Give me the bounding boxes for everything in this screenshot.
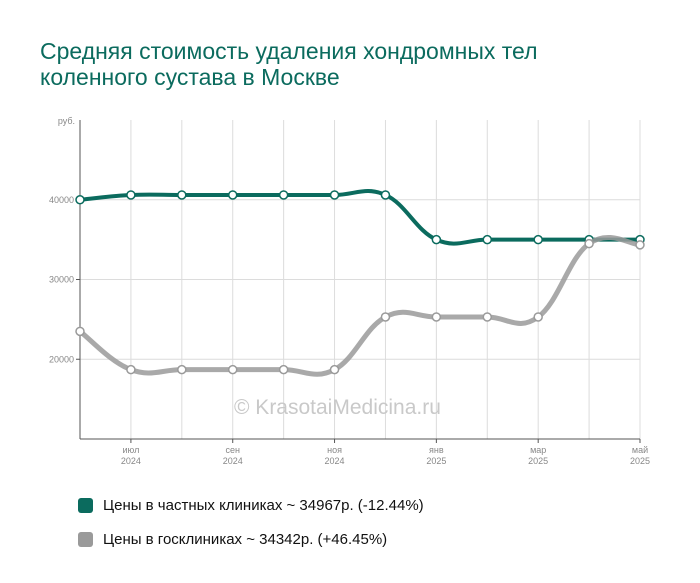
legend-label-private: Цены в частных клиниках ~ 34967р. (-12.4…	[103, 496, 424, 514]
data-point-public	[482, 312, 493, 322]
data-point-public	[584, 238, 594, 249]
data-point-public	[380, 312, 391, 322]
legend-swatch-public	[78, 531, 93, 547]
y-tick-label: 40000	[49, 195, 74, 205]
data-point-private	[177, 190, 187, 200]
data-point-private	[75, 195, 85, 205]
data-point-private	[431, 234, 442, 245]
data-point-private	[482, 234, 493, 245]
legend-item-private[interactable]: Цены в частных клиниках ~ 34967р. (-12.4…	[78, 488, 424, 522]
data-point-private	[329, 190, 340, 200]
data-point-public	[533, 312, 543, 322]
x-tick-label-year: 2024	[121, 456, 141, 466]
x-tick-label-month: ноя	[327, 445, 342, 455]
x-tick-label-month: янв	[429, 445, 444, 455]
x-tick-label-month: мар	[530, 445, 546, 455]
data-point-private	[533, 234, 543, 245]
data-point-private	[278, 190, 289, 200]
x-tick-label-month: май	[632, 445, 648, 455]
watermark: © KrasotaiMedicina.ru	[234, 396, 441, 419]
chart-title-line-1: Средняя стоимость удаления хондромных те…	[40, 38, 538, 64]
x-tick-label-year: 2025	[630, 456, 650, 466]
legend-item-public[interactable]: Цены в госклиниках ~ 34342р. (+46.45%)	[78, 522, 424, 556]
data-point-private	[126, 190, 136, 200]
data-point-public	[431, 312, 442, 322]
y-tick-label: 30000	[49, 275, 74, 285]
legend: Цены в частных клиниках ~ 34967р. (-12.4…	[78, 488, 424, 556]
series-line-private	[78, 189, 642, 246]
data-point-public	[278, 364, 289, 375]
data-point-public	[126, 364, 136, 375]
data-point-public	[227, 364, 238, 375]
data-point-public	[75, 326, 85, 337]
x-tick-label-year: 2024	[223, 456, 243, 466]
data-point-public	[177, 364, 187, 375]
legend-swatch-private	[78, 497, 93, 513]
x-tick-label-month: июл	[122, 445, 139, 455]
x-tick-label-year: 2025	[528, 456, 548, 466]
y-tick-label: 20000	[49, 354, 74, 364]
data-point-private	[380, 190, 391, 200]
legend-label-public: Цены в госклиниках ~ 34342р. (+46.45%)	[103, 530, 388, 548]
y-axis-label: руб.	[58, 116, 75, 126]
data-point-public	[635, 240, 645, 250]
x-tick-label-year: 2025	[426, 456, 446, 466]
chart-title-line-2: коленного сустава в Москве	[40, 64, 340, 90]
x-tick-label-month: сен	[225, 445, 240, 455]
x-tick-label-year: 2024	[325, 456, 345, 466]
series-line-public	[77, 235, 643, 377]
data-point-public	[329, 364, 340, 375]
chart-title: Средняя стоимость удаления хондромных те…	[40, 38, 660, 90]
data-point-private	[227, 190, 238, 200]
